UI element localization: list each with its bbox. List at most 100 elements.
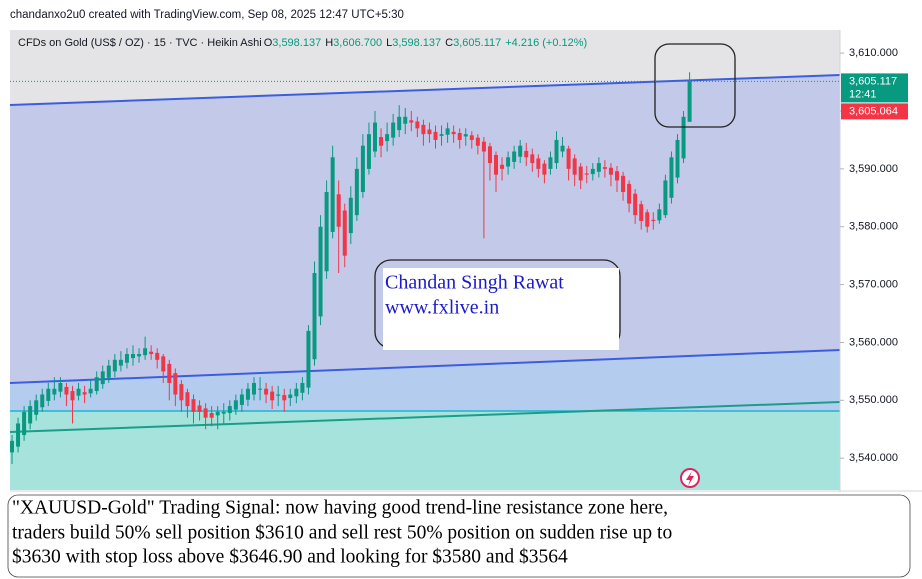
legend-value: 3,606.700 bbox=[333, 37, 382, 49]
candle-body bbox=[669, 157, 674, 198]
candle-body bbox=[197, 405, 202, 412]
candle-body bbox=[542, 163, 547, 175]
candle-body bbox=[173, 373, 178, 395]
y-tick-label: 3,590.000 bbox=[849, 163, 898, 175]
lower-trend-line bbox=[9, 349, 841, 384]
legend-key: C bbox=[445, 37, 453, 49]
green-trend-line bbox=[9, 401, 841, 433]
countdown-label: 12:41 bbox=[849, 88, 877, 100]
candle-body bbox=[155, 352, 160, 360]
candle-body bbox=[385, 134, 390, 142]
candle-body bbox=[566, 148, 571, 169]
candle-body bbox=[161, 356, 166, 372]
candle-body bbox=[318, 226, 323, 317]
candle-body bbox=[336, 194, 341, 227]
candle-body bbox=[415, 121, 420, 129]
watermark-background bbox=[383, 268, 619, 350]
candle-body bbox=[137, 354, 142, 357]
icon-bolt bbox=[686, 471, 694, 486]
candle-body bbox=[427, 129, 432, 135]
candle-body bbox=[469, 135, 474, 140]
candle-body bbox=[681, 116, 686, 159]
candle-body bbox=[209, 413, 214, 418]
candle-body bbox=[185, 392, 190, 407]
upper-trend-line bbox=[9, 74, 841, 106]
candle-body bbox=[306, 330, 311, 388]
y-tick-label: 3,560.000 bbox=[849, 336, 898, 348]
candle-body bbox=[451, 131, 456, 135]
candle-body bbox=[276, 394, 281, 396]
candle-body bbox=[227, 406, 232, 414]
candle-body bbox=[131, 354, 135, 359]
candle-body bbox=[602, 167, 607, 169]
candle-body bbox=[621, 175, 626, 193]
candle-body bbox=[64, 387, 69, 395]
candle-body bbox=[10, 440, 14, 453]
candle-body bbox=[40, 394, 45, 408]
legend: CFDs on Gold (US$ / OZ) · 15 · TVC · Hei… bbox=[18, 37, 587, 49]
candle-body bbox=[530, 154, 535, 164]
candle-body bbox=[124, 354, 129, 363]
candle-body bbox=[270, 391, 275, 401]
y-tick-label: 3,550.000 bbox=[849, 394, 898, 406]
candle-body bbox=[342, 210, 347, 256]
candle-body bbox=[373, 122, 377, 152]
candle-body bbox=[312, 273, 317, 360]
candle-body bbox=[421, 124, 426, 135]
legend-value: 3,598.137 bbox=[272, 37, 321, 49]
y-tick-label: 3,610.000 bbox=[849, 47, 898, 59]
candle-body bbox=[457, 132, 462, 140]
candle-body bbox=[463, 134, 468, 137]
candle-body bbox=[106, 365, 111, 378]
candle-body bbox=[215, 411, 220, 416]
channel-zone bbox=[10, 75, 840, 411]
last-price-label: 3,605.117 bbox=[849, 75, 897, 87]
candle-body bbox=[22, 411, 27, 436]
candle-body bbox=[58, 382, 63, 392]
candle-body bbox=[518, 145, 523, 157]
note-line: traders build 50% sell position $3610 an… bbox=[12, 522, 672, 543]
candle-body bbox=[379, 137, 384, 146]
candle-body bbox=[324, 192, 329, 272]
candle-body bbox=[28, 406, 33, 424]
candle-body bbox=[409, 120, 414, 123]
candle-body bbox=[645, 212, 650, 227]
candle-body bbox=[366, 134, 371, 169]
highlight-box bbox=[654, 43, 736, 128]
candle-body bbox=[536, 158, 541, 169]
candle-body bbox=[687, 81, 692, 122]
candle-body bbox=[391, 122, 396, 138]
watermark-site: www.fxlive.in bbox=[385, 297, 499, 319]
candle-body bbox=[475, 137, 480, 146]
support-zone bbox=[10, 350, 840, 411]
legend-value: 3,605.117 bbox=[453, 37, 501, 49]
candle-body bbox=[657, 209, 662, 221]
candle-body bbox=[191, 399, 196, 412]
candle-body bbox=[354, 168, 359, 216]
candle-body bbox=[149, 351, 154, 355]
caption: chandanxo2u0 created with TradingView.co… bbox=[10, 9, 404, 21]
candle-body bbox=[615, 171, 619, 181]
candle-body bbox=[34, 400, 39, 415]
candle-body bbox=[506, 157, 511, 167]
candle-body bbox=[167, 363, 172, 383]
note-line: $3630 with stop loss above $3646.90 and … bbox=[12, 546, 568, 567]
y-tick-label: 3,580.000 bbox=[849, 221, 898, 233]
tv-icon bbox=[680, 468, 700, 488]
candle-body bbox=[252, 382, 256, 395]
candle-body bbox=[239, 394, 244, 405]
candle-body bbox=[348, 197, 353, 234]
demand-zone bbox=[10, 411, 840, 490]
candle-body bbox=[584, 173, 589, 175]
candle-body bbox=[572, 158, 577, 175]
candle-body bbox=[294, 388, 299, 397]
candle-body bbox=[143, 348, 148, 356]
candle-body bbox=[590, 168, 595, 175]
candle-body bbox=[330, 157, 335, 232]
y-tick-label: 3,570.000 bbox=[849, 278, 898, 290]
candle-body bbox=[70, 391, 75, 401]
legend-key: H bbox=[325, 37, 333, 49]
candle-body bbox=[494, 154, 498, 175]
